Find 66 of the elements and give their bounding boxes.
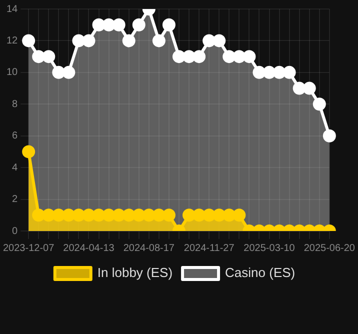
point <box>42 50 56 64</box>
point <box>112 18 126 32</box>
point <box>302 82 316 95</box>
point <box>82 208 96 222</box>
point <box>142 208 156 222</box>
x-tick-label: 2024-11-27 <box>184 242 235 254</box>
legend-label: In lobby (ES) <box>97 265 173 280</box>
point <box>162 208 176 222</box>
point <box>112 208 126 222</box>
point <box>82 34 96 48</box>
y-tick-label: 10 <box>6 67 18 78</box>
point <box>72 34 86 48</box>
x-tick-label: 2023-12-07 <box>3 242 55 254</box>
x-tick-label: 2025-03-10 <box>244 242 296 254</box>
x-tick-label: 2024-04-13 <box>63 242 115 254</box>
point <box>152 34 166 48</box>
point <box>242 50 256 64</box>
point <box>62 66 76 79</box>
point <box>232 208 246 222</box>
point <box>182 50 196 64</box>
legend-label: Casino (ES) <box>225 265 296 280</box>
point <box>122 208 136 222</box>
point <box>192 208 206 222</box>
point <box>322 129 336 142</box>
point <box>152 208 166 222</box>
point <box>252 66 266 79</box>
point <box>292 82 306 95</box>
y-tick-label: 12 <box>6 35 18 46</box>
point <box>22 145 36 158</box>
point <box>222 50 236 64</box>
y-tick-label: 0 <box>12 226 18 237</box>
point <box>282 66 296 79</box>
point <box>212 208 226 222</box>
y-tick-label: 4 <box>12 162 18 174</box>
point <box>62 208 76 222</box>
point <box>42 208 56 222</box>
point <box>72 208 86 222</box>
y-tick-label: 2 <box>12 194 18 206</box>
point <box>102 18 116 32</box>
point <box>122 34 136 48</box>
point <box>202 208 216 222</box>
y-tick-label: 6 <box>12 130 18 142</box>
point <box>92 208 106 222</box>
point <box>272 66 286 79</box>
point <box>262 66 276 79</box>
point <box>202 34 216 48</box>
point <box>192 50 206 64</box>
y-tick-label: 8 <box>12 98 18 110</box>
point <box>312 98 326 111</box>
point <box>232 50 246 64</box>
x-tick-label: 2024-08-17 <box>123 242 175 254</box>
y-tick-label: 14 <box>6 4 18 15</box>
point <box>162 18 176 32</box>
point <box>52 66 66 79</box>
point <box>32 50 46 64</box>
point <box>52 208 66 222</box>
point <box>132 208 146 222</box>
point <box>172 50 186 64</box>
point <box>212 34 226 48</box>
x-tick-label: 2025-06-20 <box>304 242 356 254</box>
point <box>102 208 116 222</box>
point <box>222 208 236 222</box>
point <box>32 208 46 222</box>
point <box>132 18 146 32</box>
point <box>182 208 196 222</box>
point <box>92 18 106 32</box>
